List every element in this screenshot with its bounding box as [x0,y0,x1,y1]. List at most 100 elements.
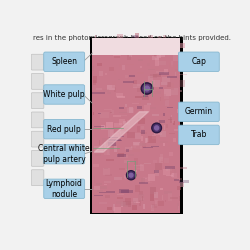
Bar [93,164,99,167]
Bar [143,177,150,183]
Text: Red pulp: Red pulp [47,125,81,134]
Bar [133,84,140,88]
Bar [118,154,124,157]
Bar [176,178,182,180]
Text: Lymphoid
nodule: Lymphoid nodule [46,179,82,199]
Bar [134,142,140,146]
Bar [159,120,164,122]
Bar [121,202,128,207]
Bar [119,112,128,113]
Bar [149,56,152,63]
Bar [106,128,114,129]
Bar [153,89,154,90]
Bar [125,198,131,205]
Bar [92,66,94,71]
Bar [135,96,142,98]
Bar [154,42,157,44]
Bar [138,59,143,61]
Bar [169,133,175,134]
Bar [114,87,116,92]
Bar [174,168,176,173]
Bar [94,126,104,127]
Bar [168,169,172,173]
Text: White pulp: White pulp [44,90,85,99]
Bar [126,168,129,172]
Bar [164,124,165,130]
Bar [133,201,136,205]
Bar [167,82,171,87]
Bar [172,120,174,123]
Bar [114,146,117,152]
Bar [112,115,120,117]
Bar [180,182,184,187]
Bar [106,122,113,128]
Bar [139,191,143,195]
Bar [152,134,156,139]
Bar [123,42,130,43]
Bar [171,173,174,177]
Bar [109,67,114,70]
Bar [116,197,120,198]
Bar [179,74,186,76]
Bar [120,168,125,170]
Bar [121,206,128,207]
Bar [104,73,107,75]
Bar [134,165,143,166]
Bar [177,43,185,47]
Bar [132,103,139,104]
Bar [99,202,106,204]
Bar [165,165,173,171]
Bar [123,201,132,207]
Bar [173,138,176,141]
Bar [98,190,103,192]
Bar [141,119,146,121]
FancyBboxPatch shape [44,52,85,72]
Bar [114,69,116,75]
FancyBboxPatch shape [44,179,85,199]
FancyBboxPatch shape [31,93,44,108]
Bar [173,55,178,61]
Bar [175,70,182,71]
Bar [164,200,166,202]
Bar [147,104,151,105]
Bar [156,71,164,73]
Bar [161,82,168,85]
Bar [113,54,121,56]
Bar [152,56,159,60]
Bar [148,35,154,38]
Bar [156,52,161,58]
Bar [169,105,176,106]
Bar [142,196,143,201]
Bar [154,134,162,135]
Bar [164,158,170,163]
Bar [106,192,115,193]
Bar [132,145,140,152]
Circle shape [144,86,149,91]
Text: res in the photomicrograph based on the hints provided.: res in the photomicrograph based on the … [33,35,231,41]
Bar [123,44,126,50]
Bar [135,133,140,139]
Bar [112,81,116,88]
FancyBboxPatch shape [31,150,44,166]
Bar [121,178,125,179]
Bar [137,68,141,70]
Bar [139,200,141,206]
FancyBboxPatch shape [178,125,219,145]
Bar [117,34,123,40]
Bar [124,160,130,164]
Bar [137,126,140,132]
Bar [138,194,144,201]
FancyBboxPatch shape [44,120,85,139]
Bar [116,50,118,53]
Bar [96,183,102,184]
Bar [107,92,110,94]
Bar [163,36,166,39]
Bar [140,164,144,170]
Bar [155,200,158,206]
Bar [162,76,170,82]
Bar [168,119,172,120]
Bar [109,136,118,138]
Bar [127,54,131,60]
Bar [98,48,101,55]
Bar [141,130,145,134]
